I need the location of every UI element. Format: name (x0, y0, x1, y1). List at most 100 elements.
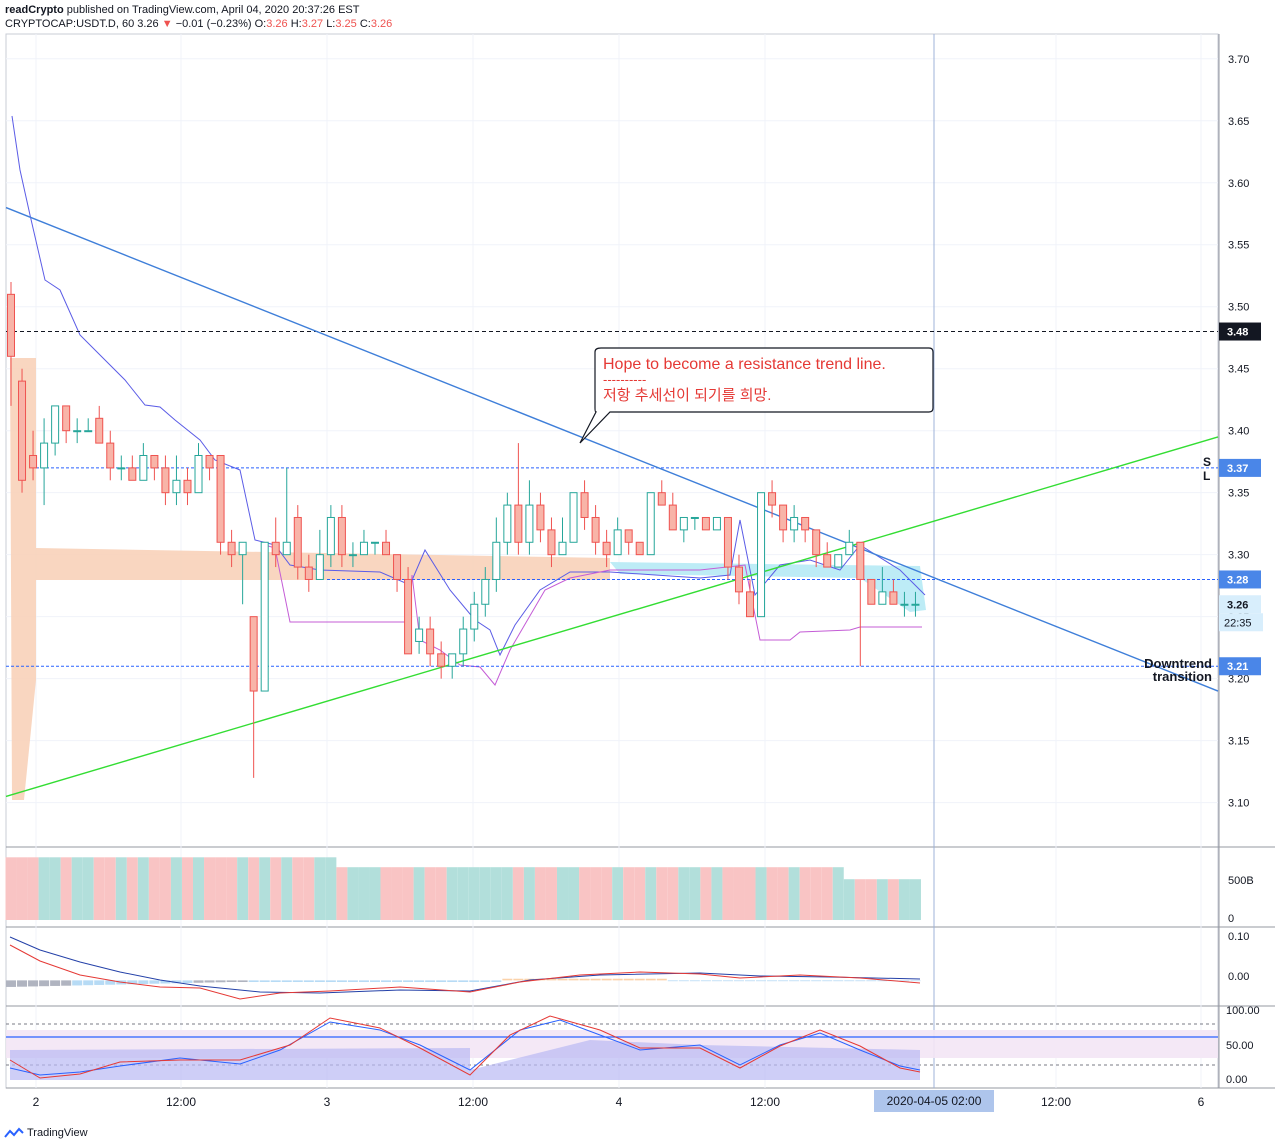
macd-histogram-bar (303, 980, 314, 983)
candle (29, 430, 38, 481)
volume-bar (678, 867, 690, 920)
countdown-text: 22:35 (1224, 617, 1252, 629)
callout-separator: ---------- (603, 372, 646, 387)
candle-body (249, 616, 258, 692)
cursor-time-box (874, 1090, 994, 1112)
candle-body (900, 603, 909, 606)
macd-histogram-bar (634, 978, 645, 981)
candle (73, 418, 82, 444)
candle (889, 579, 898, 605)
candle-body (613, 529, 622, 556)
candle-body (326, 516, 335, 556)
candle (734, 554, 743, 605)
price-tick-label: 3.70 (1228, 54, 1249, 66)
volume-bar (446, 867, 458, 920)
candle (282, 467, 291, 556)
candle-body (172, 479, 181, 494)
volume-bar (821, 867, 833, 920)
time-tick-label: 6 (1198, 1095, 1205, 1109)
volume-bar (413, 867, 425, 920)
volume-bar (336, 867, 348, 920)
low-label: L: (326, 18, 336, 30)
volume-bar (534, 867, 546, 920)
volume-bar (887, 879, 899, 920)
macd-histogram-bar (193, 980, 204, 983)
macd-histogram-bar (822, 980, 833, 982)
macd-histogram-bar (513, 978, 524, 981)
volume-bar (744, 867, 756, 920)
open-value: 3.26 (266, 18, 288, 30)
candle (393, 554, 402, 592)
candle-body (503, 504, 512, 543)
candle (227, 529, 236, 568)
candle (514, 443, 523, 555)
candle-body (812, 529, 821, 556)
macd-histogram-bar (733, 980, 744, 982)
stoch-rsi-pane (6, 1015, 1218, 1080)
candle (911, 591, 920, 617)
volume-pane (5, 857, 921, 920)
price-tick-label: 3.20 (1228, 674, 1249, 686)
candle (205, 454, 214, 481)
candle-body (18, 380, 27, 481)
close-value: 3.26 (370, 18, 393, 30)
volume-tick-label: 500B (1228, 875, 1254, 887)
price-tick-label: 3.45 (1228, 364, 1249, 376)
callout-bubble (579, 347, 934, 444)
volume-bar (5, 857, 17, 920)
volume-bar (733, 867, 745, 920)
macd-histogram-bar (83, 980, 94, 986)
macd-histogram-bar (336, 980, 347, 983)
macd-histogram-bar (711, 980, 722, 982)
volume-bar (82, 857, 94, 920)
candle (470, 591, 479, 642)
open-label: O: (254, 18, 267, 30)
macd-histogram-bar (50, 980, 61, 986)
candle-body (150, 454, 159, 469)
volume-bar (579, 867, 591, 920)
brand-name[interactable]: TradingView (27, 1127, 88, 1139)
candle (315, 529, 324, 580)
author-name[interactable]: readCrypto (5, 4, 64, 16)
annotations[interactable]: Hope to become a resistance trend line.-… (579, 347, 1212, 684)
tradingview-logo-icon (4, 1127, 24, 1138)
time-axis[interactable]: 2 12:00 3 12:00 4 12:00 12:00 6 2020-04-05 02:00 (33, 1090, 1205, 1112)
candle-body (492, 541, 501, 580)
macd-histogram-bar (358, 980, 369, 983)
price-axis[interactable]: 500B 0 0.10 0.00 100.00 50.00 0.00 3.10 3.15 3.20… (1219, 54, 1263, 1086)
macd-histogram-bar (325, 980, 336, 983)
price-label-text: 3.26 (1227, 599, 1248, 611)
trendlines[interactable] (5, 206, 1219, 798)
volume-bar (810, 867, 822, 920)
macd-histogram-bar (623, 978, 634, 981)
candle (172, 455, 181, 506)
last-price: 3.26 (137, 18, 159, 30)
candles (7, 281, 920, 778)
volume-bar (281, 857, 293, 920)
volume-bar (60, 857, 72, 920)
candle-body (139, 454, 148, 481)
macd-histogram-bar (579, 978, 590, 981)
macd-histogram-bar (281, 980, 292, 983)
volume-bar (380, 867, 392, 920)
candle (370, 541, 379, 555)
macd-histogram-bar (491, 980, 502, 983)
cursor-time-label: 2020-04-05 02:00 (887, 1094, 982, 1108)
transition-label: transition (1153, 669, 1212, 684)
price-tick-label: 3.40 (1228, 426, 1249, 438)
macd-histogram-bar (28, 980, 39, 987)
volume-bar (523, 867, 535, 920)
macd-histogram-bar (811, 980, 822, 982)
candle-body (271, 541, 280, 556)
macd-histogram-bar (502, 978, 513, 981)
stoch-tick-label: 50.00 (1226, 1040, 1254, 1052)
volume-bar (832, 867, 844, 920)
price-label-box (1219, 595, 1261, 614)
price-change: −0.01 (−0.23%) (175, 18, 252, 30)
volume-bar (347, 867, 359, 920)
candle-body (801, 516, 810, 531)
candle-body (437, 653, 446, 667)
symbol-label[interactable]: CRYPTOCAP:USDT.D, 60 (5, 18, 135, 30)
callout-korean: 저항 추세선이 되기를 희망. (603, 387, 771, 404)
